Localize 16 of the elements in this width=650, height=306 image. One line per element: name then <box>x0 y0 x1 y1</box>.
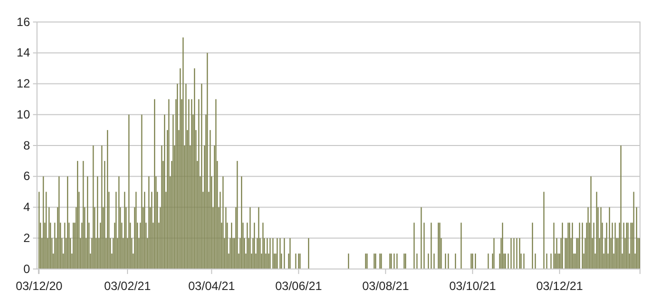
y-tick-label: 12 <box>16 76 30 91</box>
y-tick-label: 6 <box>23 169 30 184</box>
x-tick-label: 03/12/21 <box>536 279 584 294</box>
y-tick-label: 16 <box>16 14 30 29</box>
x-tick-label: 03/04/21 <box>188 279 236 294</box>
x-tick-label: 03/10/21 <box>449 279 496 294</box>
y-tick-label: 8 <box>23 138 30 152</box>
y-tick-label: 0 <box>23 262 30 276</box>
y-tick-label: 10 <box>16 107 30 122</box>
x-tick-label: 03/06/21 <box>275 279 322 294</box>
y-tick-label: 4 <box>23 200 30 214</box>
x-tick-label: 03/08/21 <box>362 279 410 294</box>
y-tick-label: 2 <box>23 230 30 245</box>
y-tick-label: 14 <box>16 46 30 60</box>
x-tick-label: 03/02/21 <box>104 279 152 294</box>
x-tick-label: 03/12/20 <box>16 279 63 294</box>
